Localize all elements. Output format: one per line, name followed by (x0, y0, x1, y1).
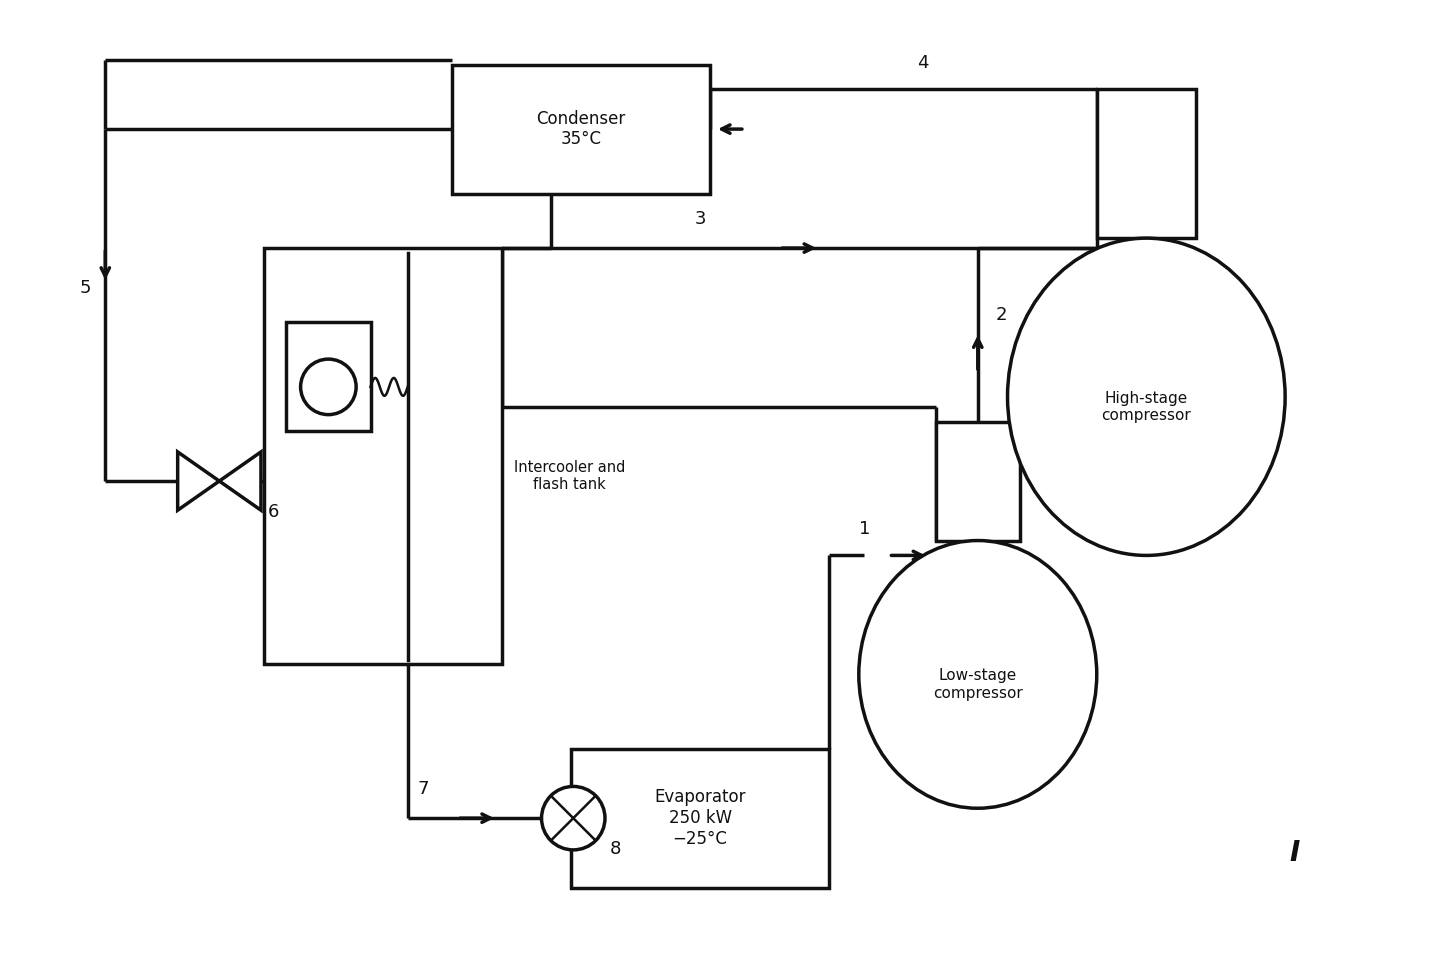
Text: 4: 4 (917, 54, 929, 71)
Text: Intercooler and
flash tank: Intercooler and flash tank (514, 460, 625, 492)
Polygon shape (177, 452, 219, 510)
Text: Low-stage
compressor: Low-stage compressor (933, 669, 1022, 701)
Text: Evaporator
250 kW
−25°C: Evaporator 250 kW −25°C (654, 789, 746, 848)
Text: 1: 1 (858, 519, 870, 538)
FancyBboxPatch shape (264, 248, 503, 665)
Text: 3: 3 (694, 210, 706, 228)
Ellipse shape (1008, 238, 1284, 555)
Text: I: I (1290, 838, 1300, 867)
Text: 7: 7 (418, 781, 429, 798)
FancyBboxPatch shape (287, 322, 370, 431)
Text: 5: 5 (79, 279, 91, 297)
FancyBboxPatch shape (1097, 90, 1195, 238)
FancyBboxPatch shape (452, 64, 710, 193)
Ellipse shape (858, 541, 1097, 808)
Text: 8: 8 (611, 840, 621, 858)
Circle shape (301, 359, 356, 415)
Text: 6: 6 (268, 503, 279, 521)
FancyBboxPatch shape (936, 422, 1020, 541)
Text: High-stage
compressor: High-stage compressor (1102, 390, 1191, 423)
FancyBboxPatch shape (572, 749, 829, 887)
Text: 2: 2 (995, 306, 1007, 324)
Polygon shape (219, 452, 261, 510)
Circle shape (541, 787, 605, 850)
Text: Condenser
35°C: Condenser 35°C (537, 109, 626, 148)
